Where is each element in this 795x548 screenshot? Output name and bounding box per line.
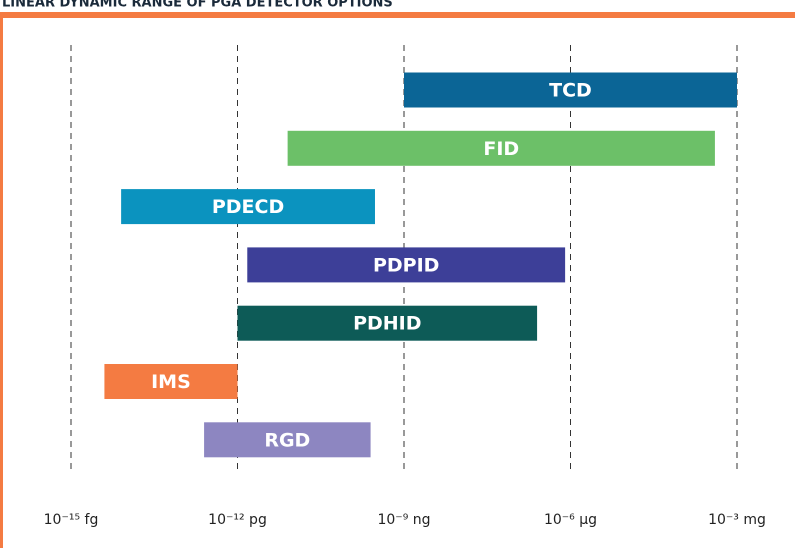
bar-label: IMS bbox=[151, 371, 191, 393]
x-tick-label: 10⁻³ mg bbox=[708, 512, 766, 528]
x-tick-label: 10⁻⁶ µg bbox=[544, 512, 597, 528]
bar-label: FID bbox=[483, 138, 519, 160]
bar bbox=[237, 305, 538, 341]
bar bbox=[104, 364, 238, 399]
left-rule bbox=[0, 12, 3, 548]
bar bbox=[287, 130, 715, 166]
x-tick-label: 10⁻⁹ ng bbox=[377, 512, 430, 528]
chart-title: LINEAR DYNAMIC RANGE OF PGA DETECTOR OPT… bbox=[2, 0, 393, 11]
bar bbox=[404, 72, 737, 108]
x-tick-label: 10⁻¹² pg bbox=[208, 512, 267, 528]
bar-label: PDHID bbox=[353, 313, 421, 335]
bar-label: PDPID bbox=[373, 254, 439, 276]
bar-label: RGD bbox=[264, 429, 310, 451]
x-tick-label: 10⁻¹⁵ fg bbox=[44, 512, 99, 528]
bar bbox=[247, 247, 566, 283]
title-rule bbox=[0, 12, 795, 18]
bar bbox=[204, 422, 371, 458]
bar-label: PDECD bbox=[212, 196, 284, 218]
bar bbox=[121, 189, 375, 225]
bar-label: TCD bbox=[549, 80, 592, 102]
